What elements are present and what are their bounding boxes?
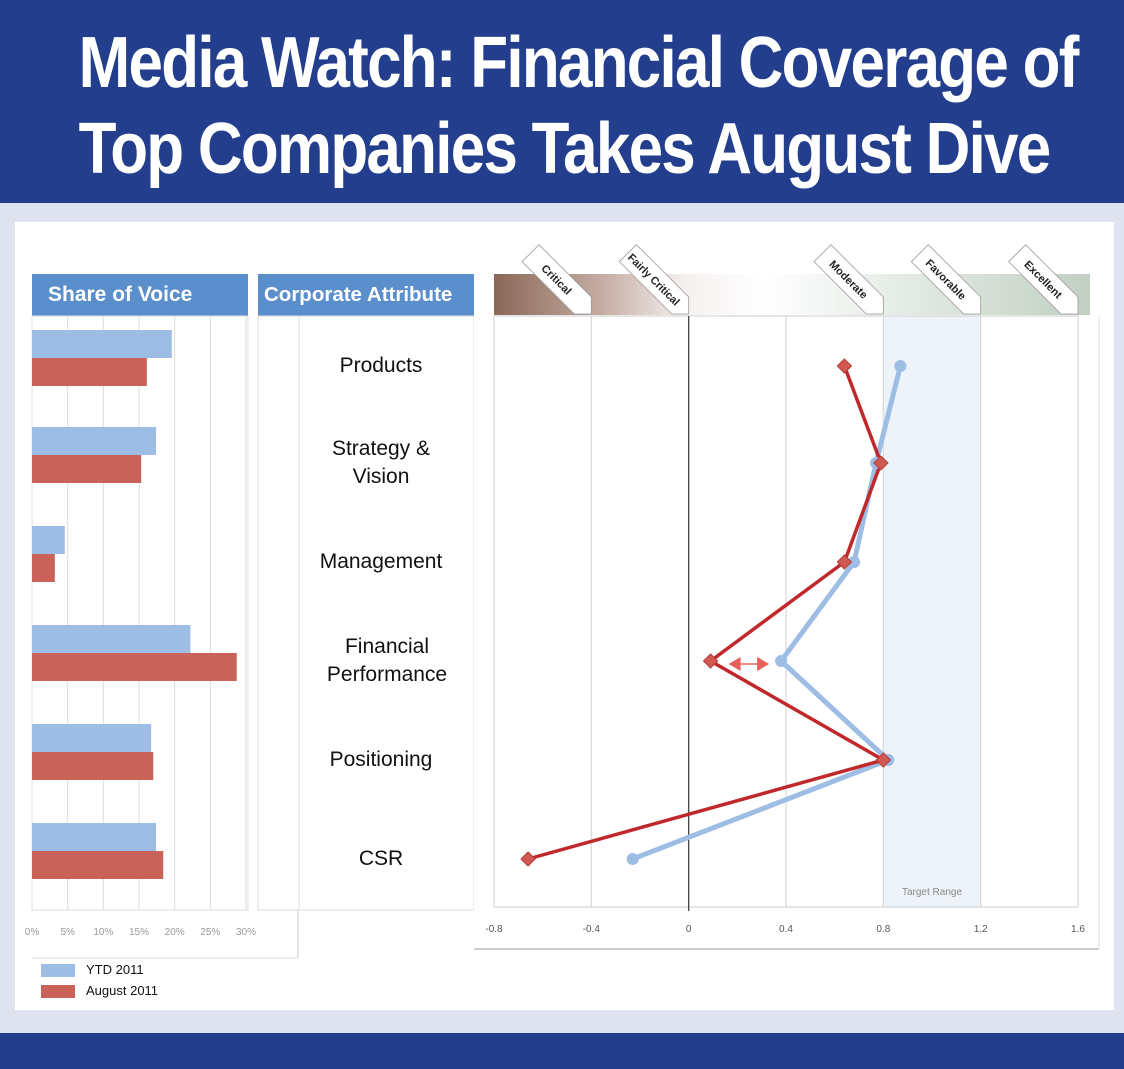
attribute-label-line: Positioning — [329, 748, 433, 771]
legend-swatch-august — [41, 985, 75, 998]
attribute-label: Management — [296, 548, 466, 576]
corporate-attribute-header: Corporate Attribute — [258, 274, 474, 316]
attribute-label-line: Strategy & — [331, 437, 431, 460]
attribute-label-line: Performance — [326, 663, 448, 686]
attribute-label: Positioning — [296, 746, 466, 774]
title-line-1: Media Watch: Financial Coverage of — [78, 23, 1080, 103]
attribute-label: Strategy & Vision — [296, 435, 466, 491]
attribute-label-line: Products — [339, 354, 423, 377]
attribute-label-line: Management — [319, 550, 443, 573]
title-line-2: Top Companies Takes August Dive — [78, 109, 1052, 189]
share-of-voice-header: Share of Voice — [32, 274, 248, 316]
chart-panel — [15, 222, 1114, 1010]
legend-swatch-ytd — [41, 964, 75, 977]
footer-bar — [0, 1033, 1124, 1069]
title-banner: Media Watch: Financial Coverage of Top C… — [0, 0, 1124, 203]
page-title: Media Watch: Financial Coverage of Top C… — [78, 20, 1080, 192]
attribute-label-line: Financial — [344, 635, 430, 658]
attribute-label: Financial Performance — [302, 633, 472, 689]
attribute-label-line: Vision — [352, 465, 410, 488]
attribute-label: Products — [296, 352, 466, 380]
legend-label-august: August 2011 — [86, 983, 159, 998]
legend-label-ytd: YTD 2011 — [86, 962, 144, 977]
attribute-label-line: CSR — [358, 847, 404, 870]
attribute-label: CSR — [296, 845, 466, 873]
